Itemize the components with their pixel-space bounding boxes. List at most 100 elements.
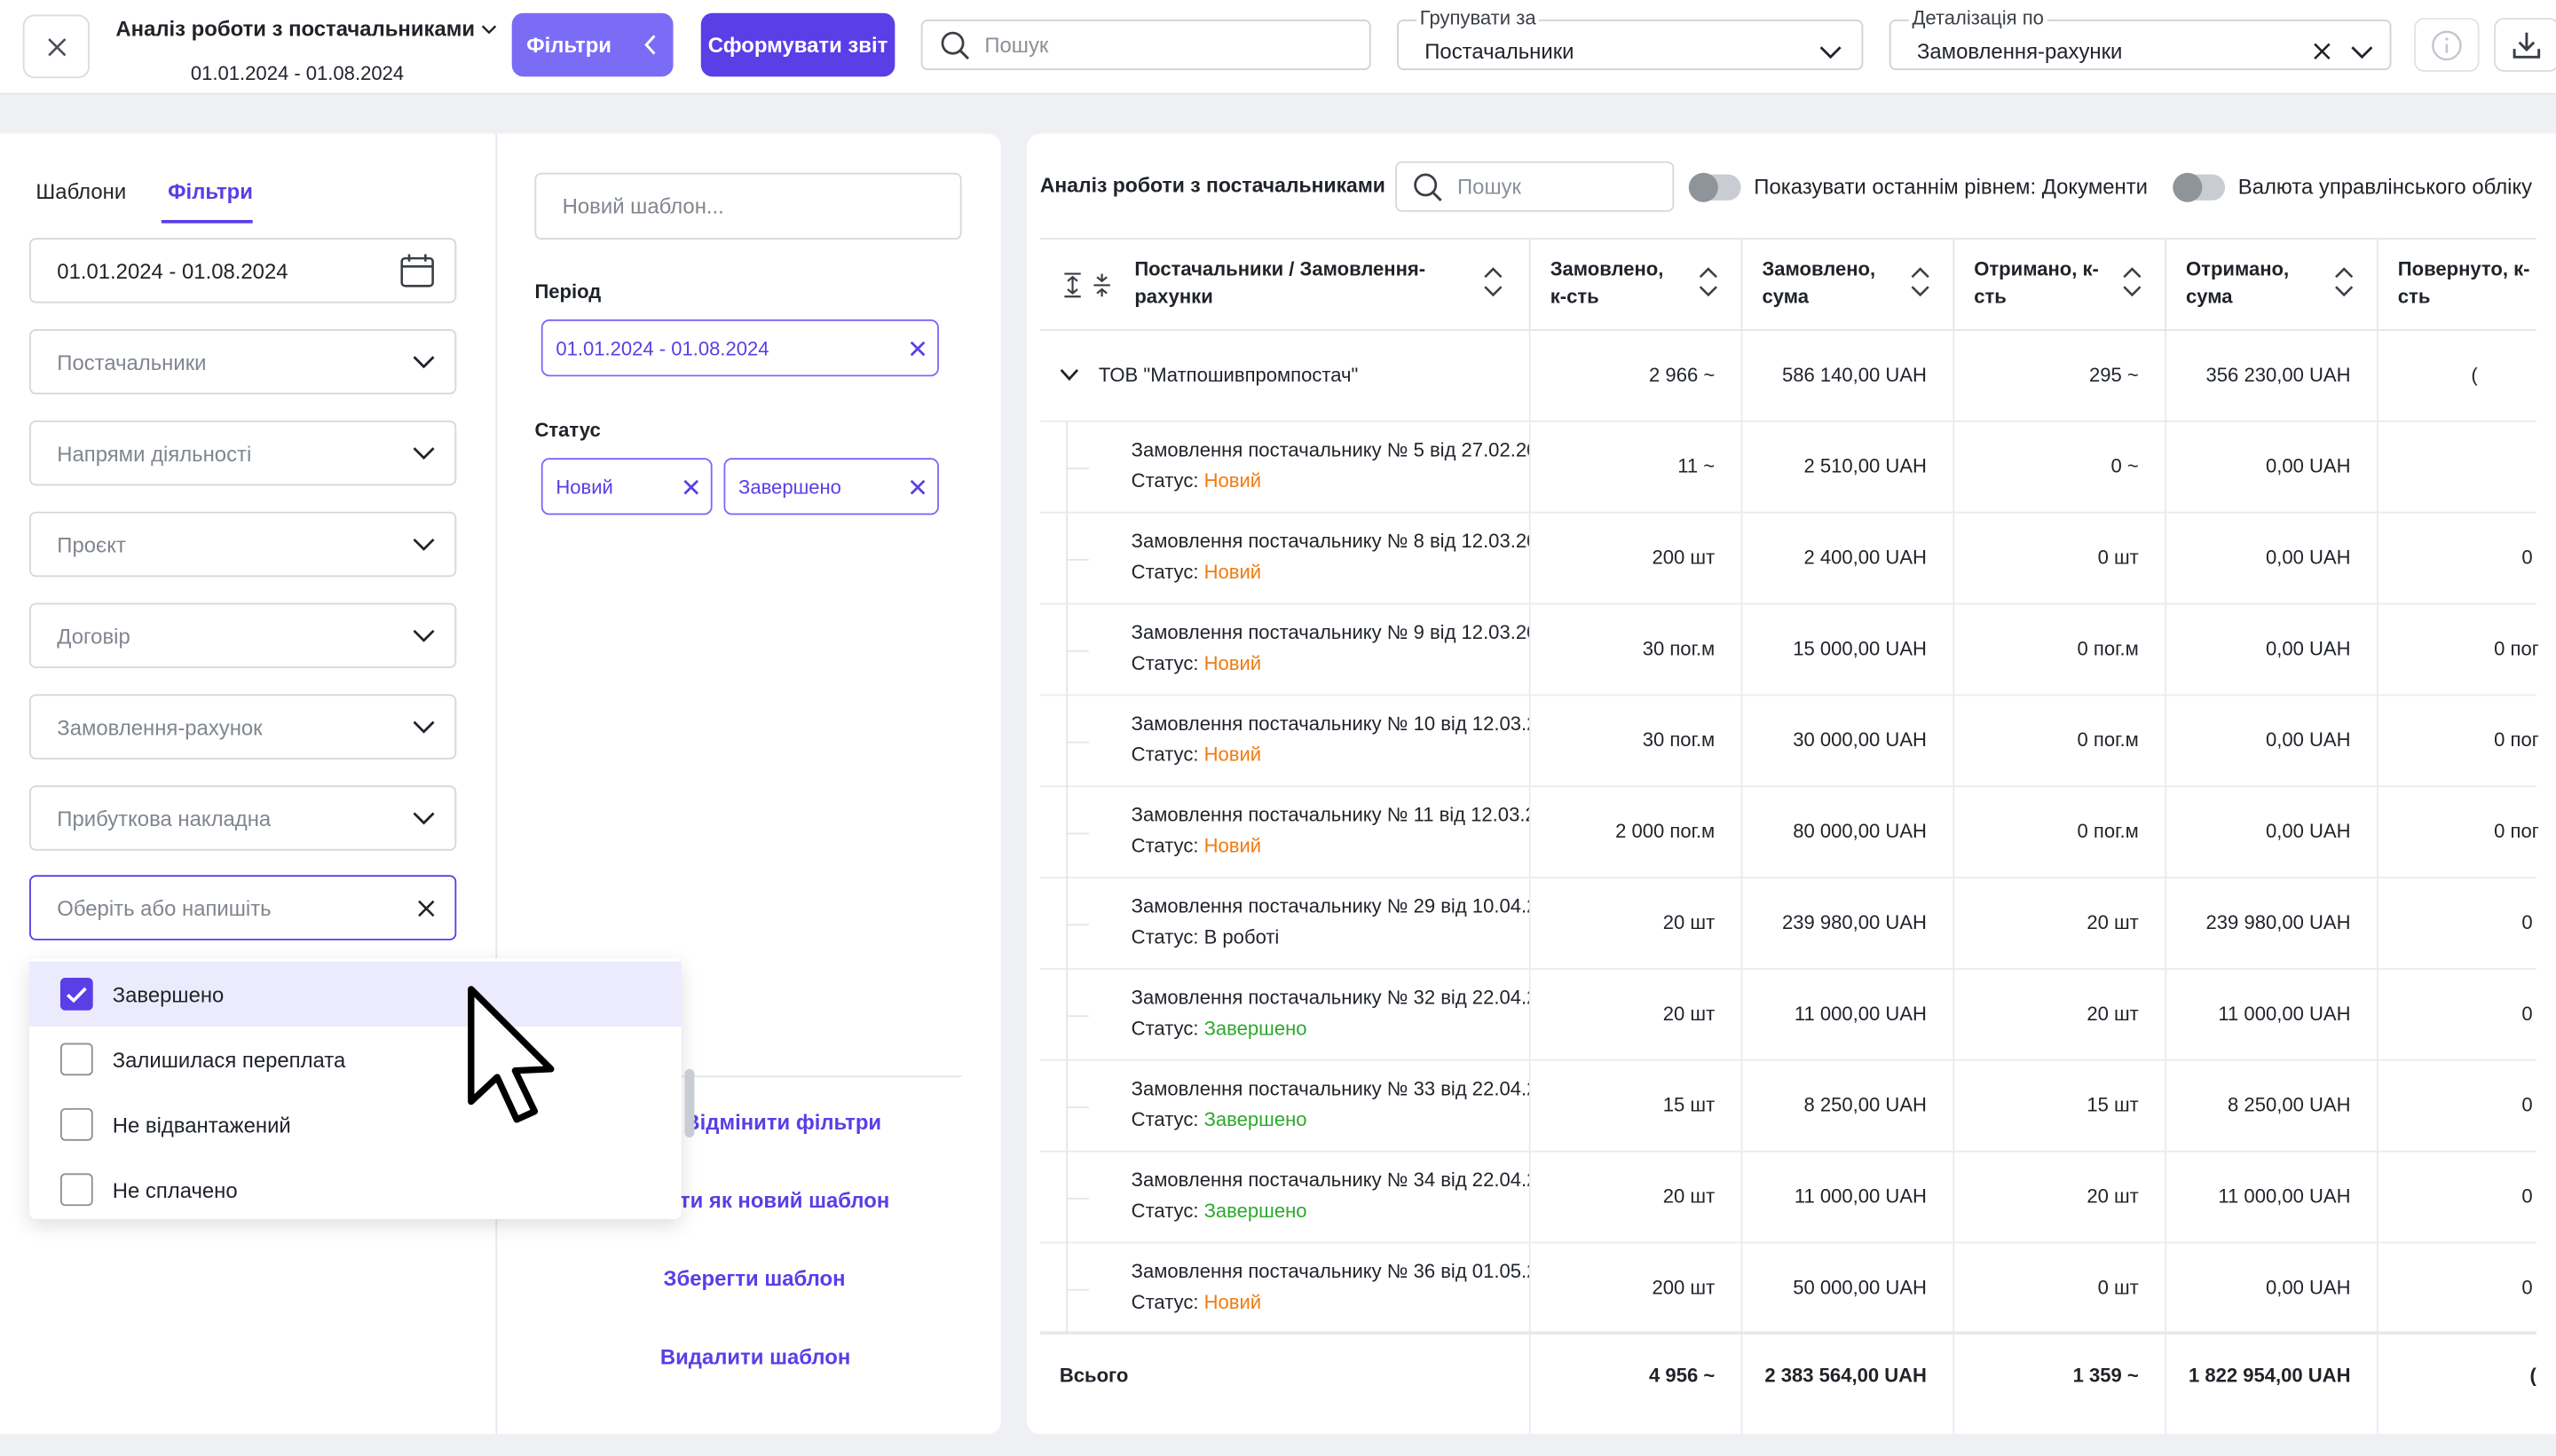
- status-option-completed[interactable]: Завершено: [29, 961, 682, 1027]
- top-bar: [0, 0, 2556, 95]
- order-title: Замовлення постачальнику № 5 від 27.02.2…: [1131, 438, 1529, 461]
- save-template-button[interactable]: Зберегти шаблон: [663, 1266, 846, 1291]
- tree-line: [1066, 878, 1069, 970]
- chevron-down-icon: [413, 629, 436, 642]
- status-select-input[interactable]: Оберіть або напишіть: [29, 875, 457, 940]
- tree-line: [1066, 1288, 1089, 1291]
- cell-received-qty: 0 пог.м: [2077, 728, 2139, 752]
- tab-filters[interactable]: Фільтри: [168, 179, 253, 204]
- table-row[interactable]: Замовлення постачальнику № 8 від 12.03.2…: [1039, 513, 2536, 605]
- table-row[interactable]: Замовлення постачальнику № 11 від 12.03.…: [1039, 787, 2539, 878]
- status-value: Новий: [1203, 560, 1262, 584]
- generate-report-button[interactable]: Сформувати звіт: [700, 12, 895, 77]
- status-chip-label: Новий: [556, 475, 613, 499]
- order-title: Замовлення постачальнику № 8 від 12.03.2…: [1131, 529, 1529, 553]
- clear-icon[interactable]: [417, 899, 435, 917]
- remove-chip-icon[interactable]: [910, 478, 926, 494]
- remove-chip-icon[interactable]: [683, 478, 699, 494]
- period-chip[interactable]: 01.01.2024 - 01.08.2024: [540, 319, 939, 377]
- suppliers-select[interactable]: Постачальники: [29, 329, 457, 395]
- toggle-last-level[interactable]: [1688, 172, 1741, 202]
- column-header-received-sum[interactable]: Отримано, сума: [2165, 239, 2377, 333]
- sort-icon[interactable]: [1483, 265, 1503, 298]
- tab-templates[interactable]: Шаблони: [36, 179, 127, 204]
- order-title: Замовлення постачальнику № 11 від 12.03.…: [1131, 803, 1529, 827]
- contract-select[interactable]: Договір: [29, 602, 457, 669]
- divider: [534, 1075, 962, 1078]
- status-chip-new[interactable]: Новий: [540, 458, 713, 516]
- top-search-input[interactable]: Пошук: [920, 20, 1371, 70]
- cell-ordered-sum: 11 000,00 UAH: [1794, 1002, 1927, 1026]
- table-row[interactable]: Замовлення постачальнику № 33 від 22.04.…: [1039, 1060, 2536, 1153]
- total-received-sum: 1 822 954,00 UAH: [2188, 1364, 2351, 1388]
- column-title: Отримано, к-сть: [1974, 257, 2099, 309]
- cell-received-sum: 0,00 UAH: [2265, 454, 2351, 478]
- receipt-invoice-select[interactable]: Прибуткова накладна: [29, 785, 457, 851]
- cell-received-sum: 0,00 UAH: [2265, 819, 2351, 843]
- status-chip-done[interactable]: Завершено: [723, 458, 939, 516]
- table-row[interactable]: Замовлення постачальнику № 5 від 27.02.2…: [1039, 421, 2536, 514]
- table-row[interactable]: Замовлення постачальнику № 9 від 12.03.2…: [1039, 604, 2539, 697]
- order-title: Замовлення постачальнику № 33 від 22.04.…: [1131, 1077, 1529, 1100]
- sort-icon[interactable]: [1699, 265, 1718, 298]
- info-button[interactable]: [2414, 18, 2480, 72]
- column-header-received-qty[interactable]: Отримано, к-сть: [1952, 239, 2165, 333]
- activity-directions-select[interactable]: Напрями діяльності: [29, 420, 457, 486]
- sort-icon[interactable]: [2122, 265, 2142, 298]
- sort-icon[interactable]: [1911, 265, 1930, 298]
- column-header-ordered-qty[interactable]: Замовлено, к-сть: [1528, 239, 1741, 333]
- table-row[interactable]: Замовлення постачальнику № 36 від 01.05.…: [1039, 1243, 2536, 1335]
- clear-icon[interactable]: [2313, 43, 2331, 60]
- filters-toggle-button[interactable]: Фільтри: [511, 12, 674, 77]
- table-row[interactable]: Замовлення постачальнику № 29 від 10.04.…: [1039, 878, 2536, 970]
- total-ordered-sum: 2 383 564,00 UAH: [1764, 1364, 1927, 1388]
- status-option-not-paid[interactable]: Не сплачено: [29, 1157, 682, 1222]
- search-placeholder: Пошук: [1457, 174, 1522, 200]
- collapse-all-icon[interactable]: [1093, 272, 1112, 298]
- column-header-ordered-sum[interactable]: Замовлено, сума: [1740, 239, 1953, 333]
- table-row[interactable]: Замовлення постачальнику № 34 від 22.04.…: [1039, 1152, 2536, 1244]
- toggle-currency[interactable]: [2173, 172, 2226, 202]
- calendar-icon[interactable]: [399, 253, 435, 288]
- cell-returned-qty: 0: [2521, 1093, 2533, 1117]
- cell-returned-qty: 0: [2521, 1184, 2533, 1208]
- scrollbar-thumb[interactable]: [684, 1068, 695, 1138]
- order-invoice-select[interactable]: Замовлення-рахунок: [29, 694, 457, 759]
- option-label: Не сплачено: [112, 1177, 238, 1202]
- checkbox[interactable]: [59, 1173, 93, 1207]
- table-row[interactable]: Замовлення постачальнику № 32 від 22.04.…: [1039, 969, 2536, 1061]
- save-as-new-template-button[interactable]: ти як новий шаблон: [679, 1187, 890, 1213]
- group-by-label: Групувати за: [1416, 6, 1540, 30]
- date-range-field[interactable]: 01.01.2024 - 01.08.2024: [29, 238, 457, 303]
- report-search-input[interactable]: Пошук: [1395, 161, 1675, 212]
- checkbox[interactable]: [59, 1043, 93, 1076]
- sort-icon[interactable]: [2334, 265, 2354, 298]
- report-title-dropdown[interactable]: Аналіз роботи з постачальниками: [115, 16, 497, 41]
- download-button[interactable]: [2494, 18, 2556, 72]
- table-group-row[interactable]: ТОВ "Матпошивпромпостач" 2 966 ~ 586 140…: [1039, 331, 2536, 422]
- checkbox-checked[interactable]: [59, 978, 93, 1011]
- column-header-suppliers[interactable]: Постачальники / Замовлення-рахунки: [1115, 240, 1529, 333]
- status-option-not-shipped[interactable]: Не відвантажений: [29, 1092, 682, 1157]
- option-label: Не відвантажений: [112, 1112, 291, 1137]
- filters-button-label: Фільтри: [526, 32, 611, 58]
- date-range-value: 01.01.2024 - 01.08.2024: [57, 258, 288, 283]
- remove-chip-icon[interactable]: [910, 340, 926, 356]
- column-header-returned-qty[interactable]: Повернуто, к-сть: [2376, 239, 2536, 333]
- status-option-overpaid[interactable]: Залишилася переплата: [29, 1027, 682, 1091]
- table-row[interactable]: Замовлення постачальнику № 10 від 12.03.…: [1039, 696, 2539, 788]
- column-separator: [2165, 330, 2166, 1435]
- delete-template-button[interactable]: Видалити шаблон: [659, 1344, 851, 1369]
- project-select[interactable]: Проєкт: [29, 511, 457, 578]
- checkbox[interactable]: [59, 1107, 93, 1141]
- order-status: Статус: Новий: [1132, 1291, 1261, 1314]
- new-template-input[interactable]: Новий шаблон...: [534, 172, 962, 240]
- detail-by-select[interactable]: Замовлення-рахунки: [1889, 20, 2392, 70]
- cell-received-qty: 20 шт: [2087, 1002, 2139, 1026]
- close-button[interactable]: [22, 14, 91, 79]
- chevron-down-icon[interactable]: [1060, 368, 1079, 382]
- status-value: Завершено: [1203, 1199, 1307, 1223]
- expand-all-icon[interactable]: [1063, 272, 1083, 298]
- cancel-filters-button[interactable]: Відмінити фільтри: [684, 1109, 882, 1135]
- group-by-select[interactable]: Постачальники: [1397, 20, 1864, 70]
